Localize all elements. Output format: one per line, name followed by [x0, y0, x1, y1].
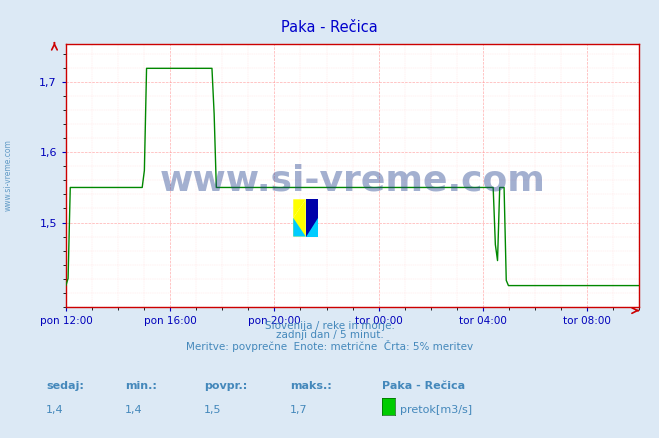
Text: 1,5: 1,5 — [204, 405, 222, 415]
Text: sedaj:: sedaj: — [46, 381, 84, 391]
Text: povpr.:: povpr.: — [204, 381, 248, 391]
Text: Slovenija / reke in morje.: Slovenija / reke in morje. — [264, 321, 395, 331]
Text: pretok[m3/s]: pretok[m3/s] — [400, 405, 472, 415]
Text: 1,7: 1,7 — [290, 405, 308, 415]
Bar — [306, 199, 318, 237]
Text: www.si-vreme.com: www.si-vreme.com — [159, 163, 546, 198]
Text: 1,4: 1,4 — [46, 405, 64, 415]
Text: Paka - Rečica: Paka - Rečica — [281, 20, 378, 35]
Polygon shape — [293, 218, 306, 237]
Polygon shape — [293, 199, 306, 237]
Polygon shape — [306, 218, 318, 237]
Text: Paka - Rečica: Paka - Rečica — [382, 381, 465, 391]
Text: 1,4: 1,4 — [125, 405, 143, 415]
Text: zadnji dan / 5 minut.: zadnji dan / 5 minut. — [275, 330, 384, 340]
Text: min.:: min.: — [125, 381, 157, 391]
Text: maks.:: maks.: — [290, 381, 331, 391]
Text: www.si-vreme.com: www.si-vreme.com — [3, 139, 13, 211]
Text: Meritve: povprečne  Enote: metrične  Črta: 5% meritev: Meritve: povprečne Enote: metrične Črta:… — [186, 340, 473, 352]
Polygon shape — [293, 199, 306, 218]
